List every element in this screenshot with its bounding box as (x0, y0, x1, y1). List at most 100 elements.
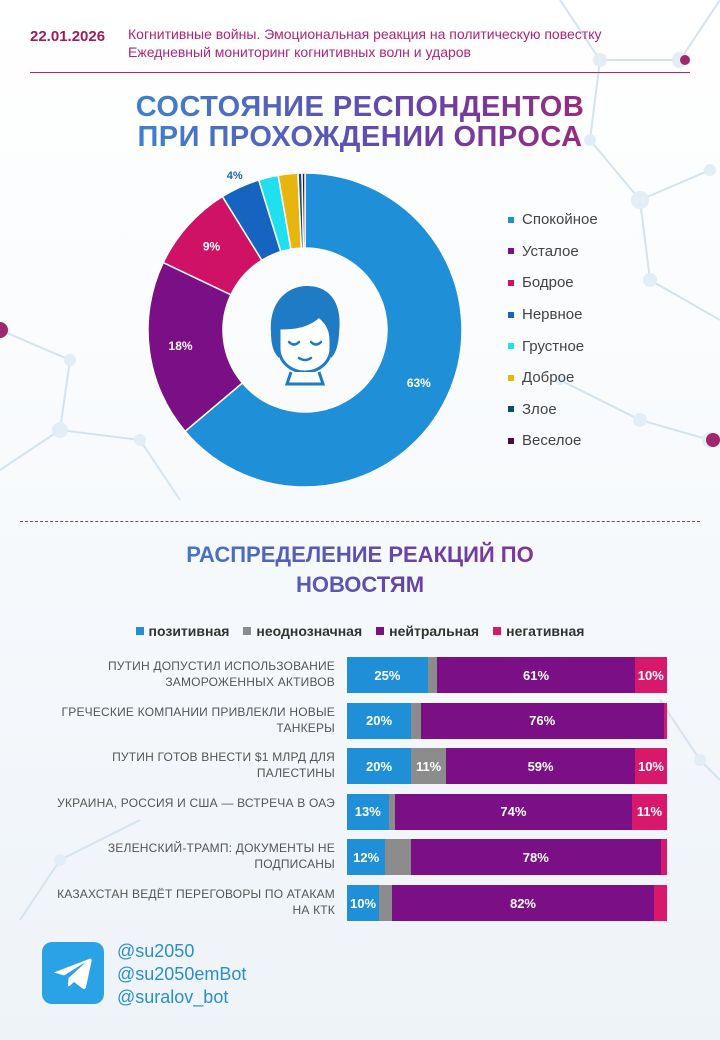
bar-segment-нейтральная: 82% (391, 885, 655, 921)
bar-row-label: Путин готов внести $1 млрд для Палестины (112, 750, 335, 781)
report-date: 22.01.2026 (30, 28, 106, 45)
donut-chart: 63%18%9%4%2%2% (147, 170, 463, 488)
bar-row-2: Греческие компании привлекли новые танке… (40, 702, 680, 741)
bar-row-4: Украина, Россия и США — встреча в ОАЭ 13%… (40, 793, 680, 832)
bar-track: 20% 76% (347, 702, 667, 739)
legend-label: Спокойное (522, 211, 598, 229)
legend-label: Бодрое (522, 274, 574, 292)
report-title: Когнитивные войны. Эмоциональная реакция… (128, 26, 602, 42)
bar-segment-нейтральная: 76% (420, 702, 664, 739)
bar-legend-swatch (493, 627, 502, 635)
donut-slices (147, 172, 463, 488)
bar-legend-label: нейтральная (389, 623, 480, 639)
legend-swatch (508, 248, 514, 255)
bar-track: 13% 74% 11% (347, 793, 667, 830)
legend-item-4: Нервное (508, 299, 598, 331)
legend-item-2: Усталое (508, 236, 598, 268)
bar-segment-позитивная: 20% (347, 748, 411, 785)
bar-track: 12% 78% (347, 839, 667, 876)
bar-legend-label: негативная (506, 623, 585, 639)
bar-segment-позитивная: 10% (347, 885, 379, 921)
legend-swatch (508, 311, 514, 318)
bar-segment-нейтральная: 78% (410, 839, 661, 876)
bar-row-6: Казахстан ведёт переговоры по атакам на … (40, 885, 680, 923)
legend-item-8: Веселое (508, 425, 598, 457)
bar-segment-нейтральная: 59% (446, 748, 635, 785)
bar-legend-item-1: позитивная (135, 623, 230, 639)
chart1-title-line1: СОСТОЯНИЕ РЕСПОНДЕНТОВ (0, 92, 720, 122)
handle-link-1[interactable]: @su2050 (117, 941, 195, 961)
bar-segment-позитивная: 25% (347, 657, 428, 693)
donut-slice-8 (301, 172, 306, 249)
legend-label: Нервное (522, 306, 583, 324)
bar-legend-item-4: негативная (493, 623, 584, 639)
bar-segment-нейтральная: 61% (437, 657, 635, 693)
donut-slice-2 (147, 261, 244, 433)
donut-legend: Спокойное Усталое Бодрое Нервное Грустное Доб… (508, 204, 598, 457)
bar-track: 25% 61% 10% (347, 657, 667, 693)
bar-segment-нейтральная: 74% (394, 793, 632, 830)
header: 22.01.2026 Когнитивные войны. Эмоциональ… (30, 22, 690, 74)
bar-row-5: Зеленский-Трамп: документы не подписаны 1… (40, 839, 680, 877)
legend-label: Веселое (522, 432, 582, 450)
bar-legend-swatch (376, 627, 385, 635)
bar-segment-негативная: 11% (631, 793, 667, 830)
section-divider (20, 521, 700, 522)
bar-segment-неоднозначная (385, 839, 411, 876)
legend-item-6: Доброе (508, 362, 598, 394)
legend-label: Грустное (522, 337, 585, 355)
chart1-title-line2: ПРИ ПРОХОЖДЕНИИ ОПРОСА (0, 122, 720, 152)
legend-item-1: Спокойное (508, 204, 598, 236)
legend-swatch (508, 216, 514, 223)
bar-row-label: Греческие компании привлекли новые танке… (61, 704, 335, 735)
bar-legend-item-2: неоднозначная (243, 623, 362, 639)
bar-legend-swatch (243, 627, 252, 635)
bar-segment-негативная (654, 885, 667, 921)
bar-track: 20% 11% 59% 10% (347, 748, 667, 785)
bar-row-3: Путин готов внести $1 млрд для Палестины… (40, 748, 680, 786)
chart2-title-line1: РАСПРЕДЕЛЕНИЕ РЕАКЦИЙ ПО (0, 540, 720, 570)
bar-row-label: Украина, Россия и США — встреча в ОАЭ (57, 795, 335, 810)
bar-row-1: Путин допустил использование замороженны… (40, 657, 680, 695)
donut-label-5: 2% (257, 170, 273, 172)
handle-link-2[interactable]: @su2050emBot (117, 964, 247, 984)
legend-label: Доброе (522, 369, 575, 387)
respondent-face-icon (270, 286, 340, 386)
bar-segment-негативная (660, 839, 667, 876)
legend-swatch (508, 374, 514, 381)
bar-legend-swatch (135, 627, 144, 635)
bar-track: 10% 82% (347, 885, 667, 921)
bar-segment-позитивная: 13% (347, 793, 389, 830)
donut-slice-1 (184, 172, 463, 488)
report-subtitle: Ежедневный мониторинг когнитивных волн и… (128, 44, 471, 60)
bar-segment-позитивная: 20% (347, 702, 411, 739)
legend-swatch (508, 343, 514, 350)
telegram-icon[interactable] (42, 942, 104, 1004)
donut-label-4: 4% (227, 170, 243, 182)
handle-link-3[interactable]: @suralov_bot (117, 987, 229, 1007)
legend-swatch (508, 279, 514, 286)
legend-item-3: Бодрое (508, 267, 598, 299)
bar-row-label: Зеленский-Трамп: документы не подписаны (107, 841, 335, 872)
bar-segment-неоднозначная (388, 793, 395, 830)
bar-segment-позитивная: 12% (347, 839, 386, 876)
bar-segment-негативная: 10% (634, 748, 667, 785)
chart2-title: РАСПРЕДЕЛЕНИЕ РЕАКЦИЙ ПО НОВОСТЯМ (0, 540, 720, 600)
bar-segment-негативная: 10% (634, 657, 667, 693)
bar-segment-неоднозначная (379, 885, 392, 921)
bar-segment-неоднозначная (411, 702, 421, 739)
chart2-title-line2: НОВОСТЯМ (0, 570, 720, 600)
header-divider (30, 72, 690, 73)
chart1-title: СОСТОЯНИЕ РЕСПОНДЕНТОВ ПРИ ПРОХОЖДЕНИИ О… (0, 92, 720, 152)
bar-legend: позитивная неоднозначная нейтральная негати… (0, 623, 720, 639)
bar-segment-неоднозначная: 11% (411, 748, 447, 785)
legend-label: Усталое (522, 242, 579, 260)
bar-legend-label: позитивная (148, 623, 230, 639)
bar-row-label: Казахстан ведёт переговоры по атакам на … (57, 887, 335, 917)
legend-swatch (508, 437, 514, 444)
legend-swatch (508, 406, 514, 413)
legend-item-7: Злое (508, 394, 598, 426)
telegram-handles: @su2050 @su2050emBot @suralov_bot (117, 940, 246, 1009)
donut-label-3: 9% (203, 239, 221, 253)
